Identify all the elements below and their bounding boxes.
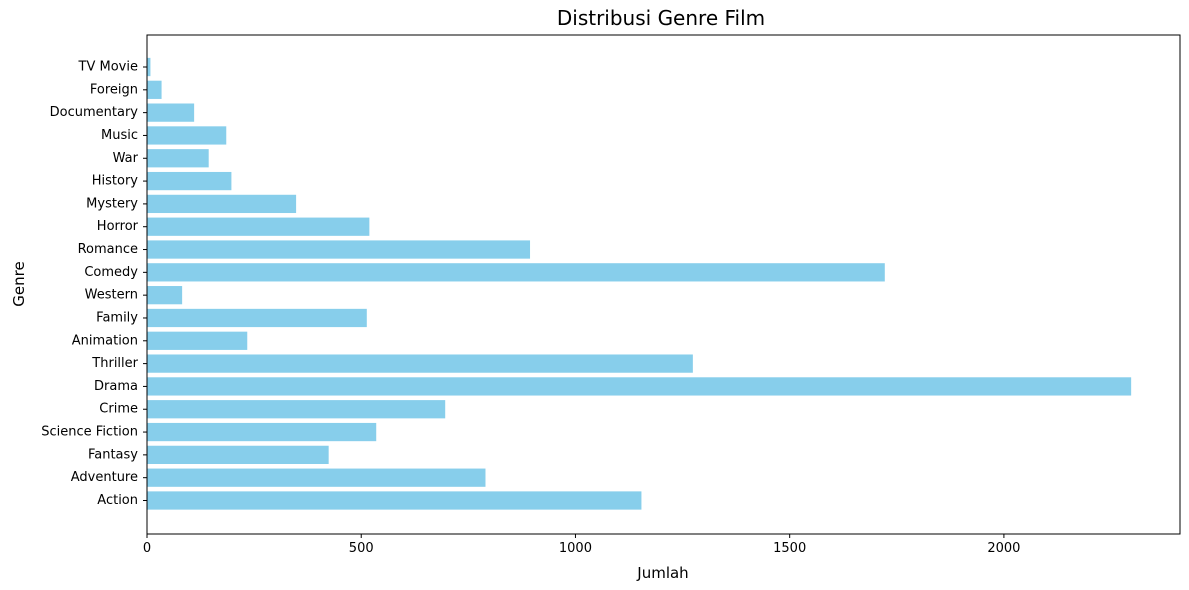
y-tick-label: Documentary <box>50 105 139 120</box>
y-axis-ticks: Action Adventure Fantasy Science Fiction Cri… <box>41 60 147 508</box>
bar-war <box>147 149 209 168</box>
bar-family <box>147 308 367 328</box>
y-tick-label: War <box>113 151 139 166</box>
x-axis-ticks: 0 500 1000 1500 2000 <box>143 534 1020 556</box>
bar-history <box>147 171 232 191</box>
y-tick-label: Comedy <box>84 265 138 280</box>
y-tick-label: Music <box>101 128 138 143</box>
bar-thriller <box>147 354 693 373</box>
x-tick-label: 1500 <box>773 541 806 556</box>
y-tick-label: Animation <box>72 333 138 348</box>
y-tick-label: Fantasy <box>88 447 138 462</box>
plot-frame <box>146 34 1181 535</box>
chart-title: Distribusi Genre Film <box>557 6 765 30</box>
y-tick-label: Western <box>85 288 138 303</box>
y-tick-label: Thriller <box>91 356 138 371</box>
bar-horror <box>147 217 370 236</box>
bar-comedy <box>147 263 885 282</box>
x-tick-label: 0 <box>143 541 151 556</box>
y-tick-label: Romance <box>78 242 138 257</box>
y-tick-label: Family <box>96 310 138 325</box>
x-tick-label: 2000 <box>987 541 1020 556</box>
bar-tv-movie <box>147 57 151 77</box>
y-tick-label: Horror <box>97 219 139 234</box>
y-tick-label: Crime <box>99 402 138 417</box>
bar-mystery <box>147 194 297 214</box>
bar-action <box>147 491 642 510</box>
bar-adventure <box>147 468 486 487</box>
y-tick-label: Adventure <box>71 470 138 485</box>
y-tick-label: Action <box>97 493 138 508</box>
bar-animation <box>147 331 248 350</box>
y-tick-label: Mystery <box>86 196 138 211</box>
x-tick-label: 500 <box>349 541 374 556</box>
y-tick-label: Science Fiction <box>41 425 138 440</box>
bar-music <box>147 126 227 145</box>
y-tick-label: Drama <box>94 379 138 394</box>
bar-documentary <box>147 103 195 122</box>
x-tick-label: 1000 <box>559 541 592 556</box>
bar-science-fiction <box>147 422 377 442</box>
bar-foreign <box>147 80 162 99</box>
bar-drama <box>147 377 1132 396</box>
y-tick-label: Foreign <box>90 82 138 97</box>
y-axis-label: Genre <box>10 261 28 306</box>
bars-group <box>147 57 1132 510</box>
bar-romance <box>147 240 531 259</box>
y-tick-label: History <box>92 174 139 189</box>
bar-fantasy <box>147 445 329 464</box>
y-tick-label: TV Movie <box>78 60 138 75</box>
bar-crime <box>147 400 446 419</box>
x-axis-label: Jumlah <box>636 564 688 582</box>
bar-western <box>147 286 183 305</box>
